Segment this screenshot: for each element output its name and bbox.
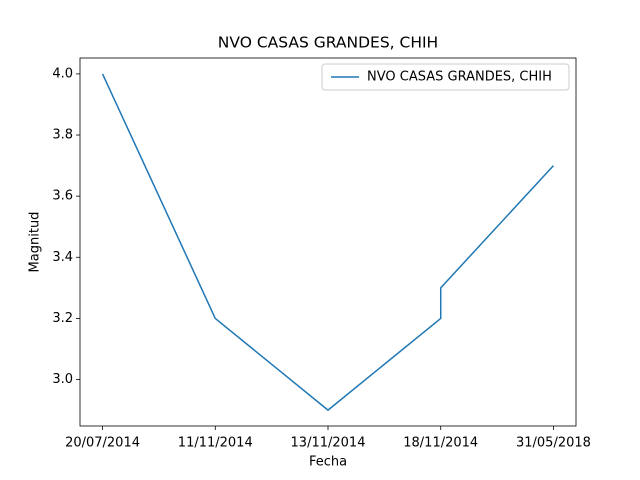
y-tick-label: 3.2: [52, 311, 73, 326]
data-line: [101, 73, 555, 411]
x-tick-label: 20/07/2014: [65, 436, 140, 451]
y-axis-label: Magnitud: [28, 212, 43, 273]
plot-frame: [79, 57, 577, 427]
y-tick-label: 3.6: [52, 189, 73, 204]
x-axis-label: Fecha: [309, 455, 347, 470]
x-tick-label: 18/11/2014: [403, 436, 478, 451]
x-tick-label: 13/11/2014: [291, 436, 366, 451]
legend-box: [321, 63, 570, 91]
x-tick-label: 31/05/2018: [516, 436, 591, 451]
chart-title: NVO CASAS GRANDES, CHIH: [218, 34, 438, 52]
y-tick-label: 3.4: [52, 250, 73, 265]
legend-label: NVO CASAS GRANDES, CHIH: [367, 70, 552, 85]
x-tick-label: 11/11/2014: [178, 436, 253, 451]
y-tick-label: 4.0: [52, 66, 73, 81]
y-tick-label: 3.0: [52, 372, 73, 387]
y-tick-label: 3.8: [52, 128, 73, 143]
